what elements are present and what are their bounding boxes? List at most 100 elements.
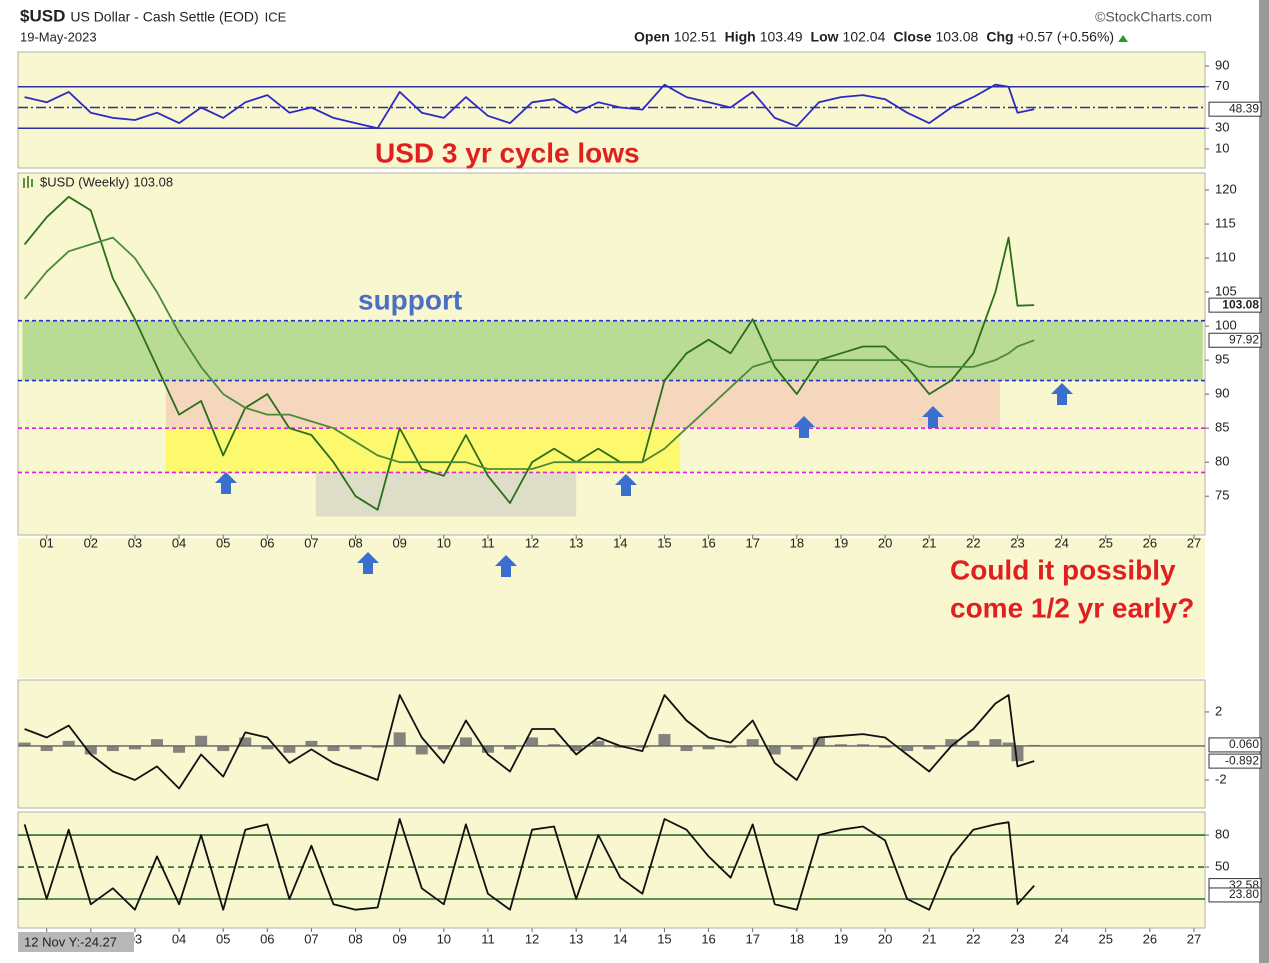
arrow [1051, 383, 1073, 405]
x-tick-label: 16 [701, 931, 715, 946]
exchange: ICE [265, 9, 287, 24]
histogram-bar [18, 742, 31, 746]
instrument-name: US Dollar - Cash Settle (EOD) [70, 9, 258, 25]
y-tick-label: 10 [1215, 140, 1229, 155]
x-tick-label: 04 [172, 931, 186, 946]
x-tick-label: 25 [1098, 535, 1112, 550]
histogram-bar [327, 745, 340, 752]
x-tick-label: 23 [1010, 931, 1024, 946]
histogram-bar [481, 745, 494, 753]
legend-value: 103.08 [133, 174, 173, 189]
zone [165, 428, 680, 473]
value-label: 0.060 [1229, 737, 1259, 751]
quote-label: High [725, 29, 756, 45]
x-tick-label: 05 [216, 931, 230, 946]
y-tick-label: 105 [1215, 284, 1237, 299]
histogram-bar [437, 745, 450, 750]
x-tick-label: 14 [613, 535, 627, 550]
series-line [23, 195, 1035, 511]
histogram-bar [746, 739, 759, 746]
histogram-bar [1011, 745, 1024, 762]
histogram-bar [371, 745, 384, 748]
x-tick-label: 26 [1143, 535, 1157, 550]
y-tick-label: 80 [1215, 826, 1229, 841]
x-tick-label: 08 [348, 931, 362, 946]
histogram-bar [834, 744, 847, 746]
x-tick-label: 15 [657, 931, 671, 946]
annotation: support [358, 284, 462, 315]
x-tick-label: 18 [790, 931, 804, 946]
cycle-arrows [215, 383, 1073, 577]
value-label: 97.92 [1229, 332, 1259, 346]
histogram-bar [217, 745, 230, 752]
x-tick-label: 06 [260, 535, 274, 550]
panel: 10 30 70 90 48.39 [17, 51, 1262, 169]
quote-label: Low [811, 29, 839, 45]
zone [22, 320, 1203, 381]
histogram-bar [967, 740, 980, 746]
x-tick-label: 26 [1143, 931, 1157, 946]
y-tick-label: 80 [1215, 454, 1229, 469]
x-tick-label: 24 [1054, 535, 1068, 550]
histogram-bar [526, 737, 539, 746]
x-tick-label: 17 [745, 535, 759, 550]
x-tick-label: 10 [437, 535, 451, 550]
histogram-bar [570, 745, 583, 752]
x-tick-label: 15 [657, 535, 671, 550]
histogram-bar [1002, 742, 1015, 746]
y-tick-label: 110 [1215, 249, 1236, 264]
histogram-bar [1028, 744, 1041, 746]
histogram-bar [261, 745, 274, 750]
x-tick-label: 18 [790, 535, 804, 550]
x-tick-label: 09 [392, 931, 406, 946]
x-tick-label: 07 [304, 535, 318, 550]
histogram-bar [680, 745, 693, 752]
y-tick-label: 100 [1215, 318, 1237, 333]
series-line [24, 83, 1035, 130]
value-label: 48.39 [1229, 101, 1259, 115]
y-tick-label: 30 [1215, 120, 1229, 135]
y-tick-label: 120 [1215, 181, 1237, 196]
panel: 7580859095100105110115120010102020303040… [17, 172, 1262, 946]
value-label: 23.80 [1229, 887, 1259, 901]
histogram-bar [106, 745, 119, 752]
x-tick-label: 23 [1010, 535, 1024, 550]
value-box [1208, 332, 1262, 348]
x-tick-label: 19 [834, 931, 848, 946]
histogram-bar [636, 745, 649, 748]
series-line [23, 818, 1035, 911]
y-tick-label: -2 [1215, 771, 1227, 786]
zone [165, 380, 1000, 429]
panel: -2 2 0.060 -0.892 [17, 679, 1262, 809]
histogram-bar [768, 745, 781, 755]
value-box [1208, 297, 1262, 313]
y-tick-label: 2 [1215, 703, 1222, 718]
histogram-bar [173, 745, 186, 753]
x-tick-label: 19 [834, 535, 848, 550]
cursor-label: 12 Nov Y:-24.27 [24, 934, 117, 949]
histogram-bar [724, 745, 737, 748]
panels: 10 30 70 90 48.39 75 80 85 90 95 100 105 110 115 120 01… [17, 51, 1262, 946]
x-tick-label: 10 [437, 931, 451, 946]
histogram-bar [40, 745, 53, 752]
x-tick-label: 08 [348, 535, 362, 550]
histogram-bar [923, 745, 936, 750]
histogram-bar [901, 745, 914, 752]
quote-label: Open [634, 29, 670, 45]
y-tick-label: 50 [1215, 858, 1229, 873]
panel-background [17, 811, 1206, 929]
histogram-bar [415, 745, 428, 755]
source: ©StockCharts.com [1095, 9, 1212, 25]
arrow [793, 416, 815, 438]
histogram-bar [150, 739, 163, 746]
legend-icon [23, 176, 33, 188]
quote-label: Chg [986, 29, 1013, 45]
histogram-bar [283, 745, 296, 753]
date: 19-May-2023 [20, 29, 97, 44]
histogram-bar [349, 745, 362, 750]
y-tick-label: 90 [1215, 386, 1229, 401]
annotation: Could it possibly [950, 554, 1176, 585]
histogram-bar [459, 737, 472, 746]
annotation: come 1/2 yr early? [950, 592, 1194, 623]
